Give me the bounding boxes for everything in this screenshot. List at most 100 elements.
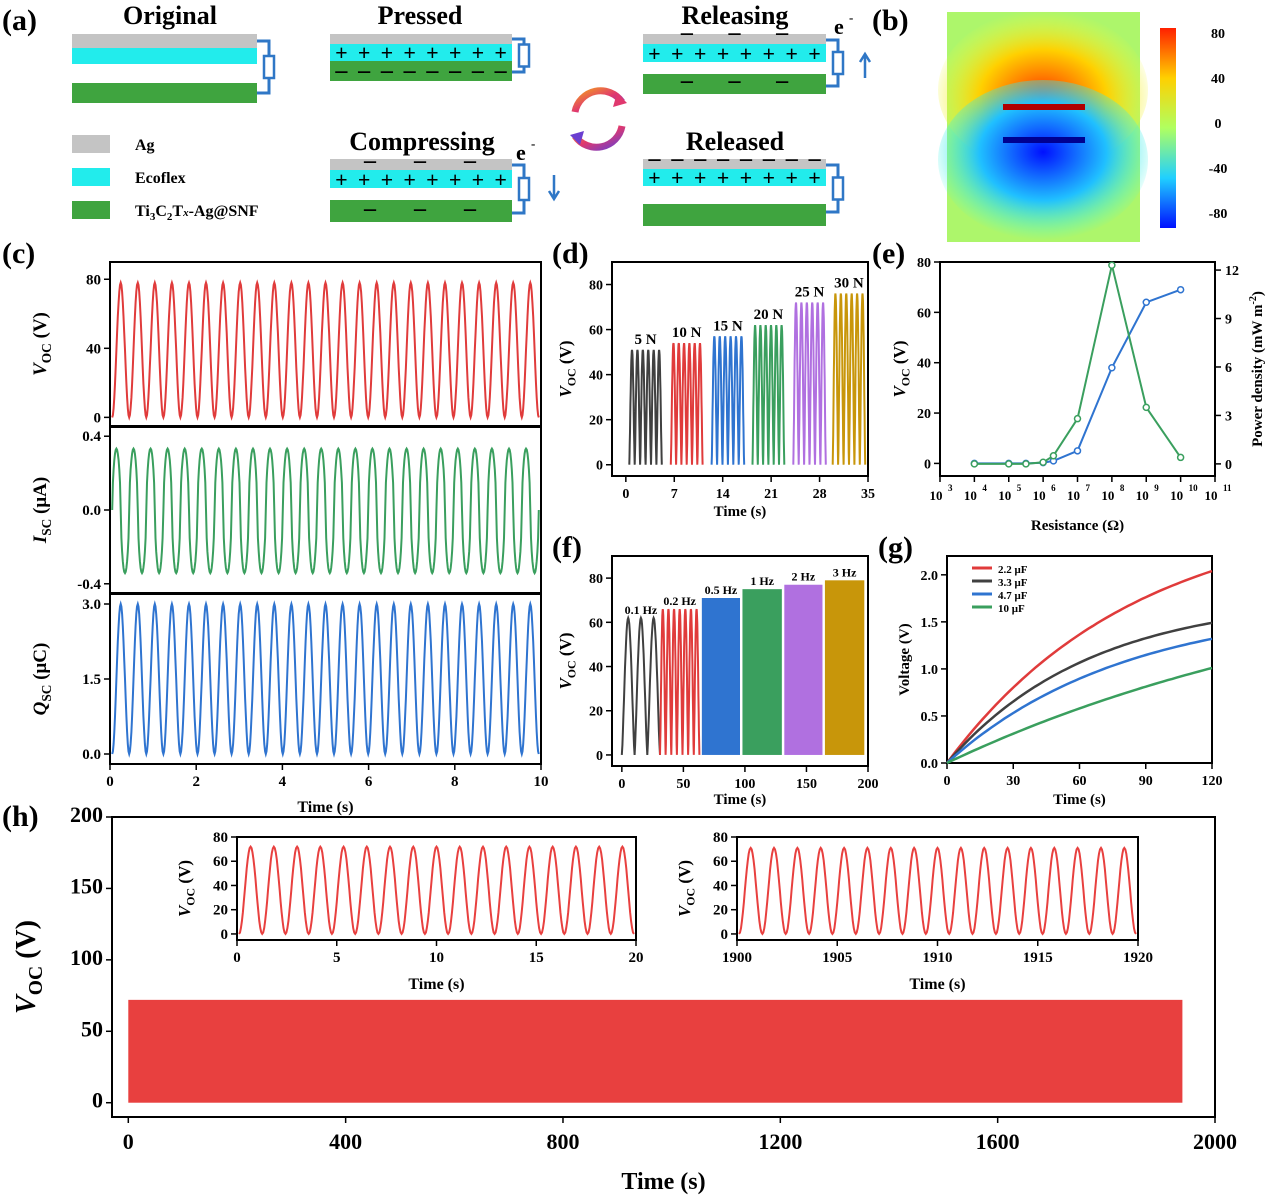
- panel-f-xtick-label: 50: [676, 777, 690, 792]
- colorbar-tick-label: -80: [1209, 207, 1228, 222]
- panel-g-xtick-label: 30: [1006, 774, 1020, 789]
- panel-f-series-02Hz: [659, 608, 701, 755]
- panel-h-inset-1-ytick-label: 80: [713, 830, 728, 846]
- compressing-plus-charge: +: [403, 167, 416, 192]
- released-minus-charge: –: [670, 146, 684, 172]
- original-snf: [72, 83, 257, 103]
- panel-g-series-2: [946, 637, 1213, 764]
- panel-g-ylabel: Voltage (V): [897, 623, 913, 695]
- state-title-compressing: Compressing: [349, 127, 494, 156]
- panel-g-ytick-label: 0.5: [921, 710, 939, 725]
- panel-g-series-0: [945, 569, 1213, 764]
- panel-e-ytick-label: 0: [924, 457, 931, 472]
- panel-h-inset-1-xtick-label: 1910: [923, 950, 953, 966]
- panel-g-xtick-label: 0: [944, 774, 951, 789]
- panel-g-xtick-label: 60: [1073, 774, 1087, 789]
- releasing-electron-label: e: [834, 14, 844, 39]
- compressing-plus-charge: +: [494, 167, 507, 192]
- panel-d-series-20N: [751, 324, 786, 465]
- panel-g-ytick-label: 1.5: [921, 616, 939, 631]
- panel-h-ytick-label: 50: [81, 1016, 103, 1041]
- released-minus-charge: –: [762, 146, 776, 172]
- panel-f-label-2Hz: 2 Hz: [792, 570, 816, 584]
- panel-f-series-3Hz: [824, 580, 865, 755]
- legend-swatch-2: [72, 201, 110, 219]
- panel-e-point-Power-density: [1005, 460, 1013, 468]
- panel-e-ytick-label: 20: [917, 407, 931, 422]
- pressed-ag: [330, 34, 512, 44]
- released-plus-charge: +: [785, 165, 798, 190]
- panel-c-ylabel-ISC: ISC (μA): [30, 477, 54, 544]
- panel-e-point-Power-density: [1039, 458, 1047, 467]
- panel-h-inset-1-xtick-label: 1915: [1023, 950, 1053, 966]
- panel-h-inset-1-ytick-label: 20: [713, 903, 728, 919]
- panel-e-xtick-exp: 9: [1154, 483, 1159, 493]
- panel-c-xtick-label: 10: [534, 774, 549, 790]
- released-minus-charge: –: [808, 146, 822, 172]
- panel-h-inset-0-xtick-label: 10: [429, 950, 444, 966]
- releasing-resistor: [831, 50, 845, 76]
- panel-h-inset-0-frame: [236, 836, 637, 941]
- panel-h-inset-1-xtick-label: 1920: [1123, 950, 1153, 966]
- panel-e-frame: [939, 261, 1216, 477]
- panel-e-point-VOC: [1108, 363, 1116, 372]
- panel-e-xtick-exp: 11: [1223, 483, 1232, 493]
- released-minus-charge: –: [647, 146, 661, 172]
- compressing-plus-charge: +: [472, 167, 485, 192]
- panel-h-ytick-label: 200: [70, 802, 103, 827]
- legend-label-snf: Ti3C2Tx-Ag@SNF: [135, 203, 259, 223]
- panel-e-point-Power-density: [1049, 452, 1058, 460]
- panel-d-series-10N: [669, 342, 704, 465]
- released-minus-charge: –: [716, 146, 730, 172]
- pressed-minus-charge: –: [380, 58, 394, 84]
- panel-e-xtick-exp: 10: [1189, 483, 1199, 493]
- panel-c-VOC-ytick-label: 40: [86, 341, 101, 357]
- releasing-arrow-icon: [858, 51, 872, 78]
- panel-e-ytick-label: 40: [917, 357, 931, 372]
- released-plus-charge: +: [808, 165, 821, 190]
- panel-e-ytick-label: 80: [917, 256, 931, 271]
- released-plus-charge: +: [671, 165, 684, 190]
- panel-h-inset-1-frame: [736, 836, 1139, 941]
- pressed-plus-charge: +: [472, 40, 485, 65]
- panel-label-f: (f): [552, 531, 582, 564]
- panel-h-xtick-label: 1600: [976, 1129, 1020, 1154]
- panel-c-ISC-ytick-label: 0.4: [82, 429, 101, 445]
- panel-d-ytick-label: 60: [589, 324, 603, 339]
- panel-c-xtick-label: 2: [192, 774, 200, 790]
- released-plus-charge: +: [717, 165, 730, 190]
- panel-d-label-5N: 5 N: [635, 332, 657, 348]
- pressed-plus-charge: +: [494, 40, 507, 65]
- panel-label-h: (h): [2, 800, 39, 833]
- panel-h-ylabel: VOC (V): [11, 920, 47, 1014]
- pressed-minus-charge: –: [471, 58, 485, 84]
- panel-d-xlabel: Time (s): [714, 504, 767, 520]
- panel-d-series-5N: [628, 349, 663, 465]
- panel-e-point-VOC: [1073, 447, 1082, 455]
- panel-e-xtick-label: 10: [1067, 488, 1080, 503]
- compressing-electron-sup: -: [531, 136, 535, 151]
- panel-d-xtick-label: 35: [861, 487, 875, 502]
- colorbar-tick-label: 80: [1211, 27, 1225, 42]
- panel-e-xtick-label: 10: [1033, 488, 1046, 503]
- pressed-plus-charge: +: [403, 40, 416, 65]
- releasing-plus-charge: +: [694, 41, 707, 66]
- panel-d-series-25N: [792, 302, 827, 465]
- colorbar-tick-label: 0: [1215, 117, 1222, 132]
- panel-d-label-15N: 15 N: [713, 318, 743, 334]
- panel-h-xtick-label: 400: [329, 1129, 362, 1154]
- panel-c-QSC-ytick-label: 0.0: [82, 747, 101, 763]
- panel-h-inset-0-ytick-label: 40: [213, 878, 228, 894]
- panel-e-point-VOC: [1142, 298, 1150, 307]
- panel-d-ytick-label: 20: [589, 414, 603, 429]
- panel-e-point-Power-density: [1108, 261, 1116, 269]
- panel-label-e: (e): [872, 237, 905, 270]
- positive-plate: [1003, 104, 1085, 110]
- panel-h-inset-1-ytick-label: 0: [721, 927, 729, 943]
- releasing-ecoflex: [643, 44, 826, 62]
- panel-g-series-1: [946, 621, 1213, 764]
- panel-e-xtick-label: 10: [1170, 488, 1183, 503]
- panel-h-xtick-label: 0: [123, 1129, 134, 1154]
